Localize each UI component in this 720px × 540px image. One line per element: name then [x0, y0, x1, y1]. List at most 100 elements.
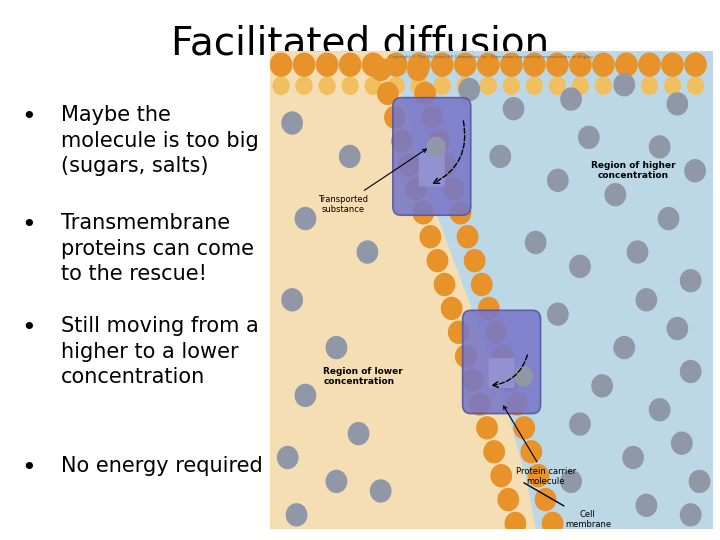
Circle shape	[287, 504, 307, 526]
Circle shape	[422, 106, 442, 128]
Circle shape	[406, 178, 426, 200]
Circle shape	[317, 53, 338, 76]
Circle shape	[454, 53, 476, 76]
Circle shape	[614, 336, 634, 359]
Text: Transported
substance: Transported substance	[318, 149, 426, 214]
Circle shape	[273, 77, 289, 94]
Circle shape	[295, 207, 315, 230]
Circle shape	[271, 53, 292, 76]
Circle shape	[326, 470, 346, 492]
Circle shape	[542, 512, 563, 535]
Circle shape	[340, 53, 361, 76]
Polygon shape	[270, 51, 536, 529]
Circle shape	[449, 321, 469, 343]
Circle shape	[342, 77, 358, 94]
Circle shape	[618, 77, 634, 94]
Circle shape	[357, 241, 377, 263]
Circle shape	[388, 77, 404, 94]
Circle shape	[277, 447, 298, 469]
Circle shape	[415, 83, 435, 104]
Circle shape	[507, 393, 527, 415]
Circle shape	[548, 170, 568, 191]
Circle shape	[680, 504, 701, 526]
Circle shape	[570, 413, 590, 435]
Circle shape	[411, 77, 427, 94]
Circle shape	[295, 384, 315, 407]
Circle shape	[523, 53, 545, 76]
Circle shape	[479, 298, 499, 319]
Circle shape	[500, 369, 521, 391]
Circle shape	[436, 154, 456, 176]
Circle shape	[642, 77, 657, 94]
Circle shape	[464, 249, 485, 272]
Circle shape	[399, 154, 419, 176]
Circle shape	[636, 289, 657, 311]
Circle shape	[498, 489, 518, 510]
Circle shape	[658, 207, 679, 230]
Circle shape	[282, 289, 302, 311]
Circle shape	[561, 88, 581, 110]
Circle shape	[371, 480, 391, 502]
Circle shape	[614, 74, 634, 96]
Circle shape	[546, 53, 568, 76]
Circle shape	[623, 447, 643, 469]
Circle shape	[477, 53, 499, 76]
Text: Region of higher
concentration: Region of higher concentration	[591, 161, 675, 180]
Circle shape	[680, 361, 701, 382]
Text: Transmembrane
proteins can come
to the rescue!: Transmembrane proteins can come to the r…	[61, 213, 254, 285]
Circle shape	[428, 137, 445, 157]
Circle shape	[477, 417, 498, 439]
Text: No energy required: No energy required	[61, 456, 263, 476]
Circle shape	[371, 58, 391, 80]
Circle shape	[688, 77, 703, 94]
Circle shape	[579, 126, 599, 149]
Circle shape	[282, 112, 302, 134]
Text: Still moving from a
higher to a lower
concentration: Still moving from a higher to a lower co…	[61, 316, 259, 387]
Text: •: •	[22, 213, 36, 237]
Circle shape	[662, 53, 683, 76]
Circle shape	[441, 298, 462, 319]
Circle shape	[685, 160, 706, 182]
Circle shape	[384, 106, 405, 128]
Text: Protein carrier
molecule: Protein carrier molecule	[504, 406, 576, 487]
Circle shape	[592, 375, 612, 397]
Circle shape	[459, 78, 480, 100]
Circle shape	[672, 432, 692, 454]
Circle shape	[528, 465, 549, 487]
FancyBboxPatch shape	[489, 359, 515, 388]
Circle shape	[680, 269, 701, 292]
Circle shape	[463, 369, 483, 391]
Circle shape	[521, 441, 541, 463]
Circle shape	[649, 399, 670, 421]
Circle shape	[616, 53, 637, 76]
Circle shape	[378, 83, 398, 104]
Circle shape	[570, 255, 590, 278]
Circle shape	[457, 226, 478, 248]
Circle shape	[427, 249, 448, 272]
Text: •: •	[22, 105, 36, 129]
Circle shape	[434, 77, 450, 94]
Circle shape	[561, 470, 581, 492]
Circle shape	[639, 53, 660, 76]
Circle shape	[319, 77, 335, 94]
FancyBboxPatch shape	[463, 310, 541, 414]
Circle shape	[469, 393, 490, 415]
Circle shape	[595, 77, 611, 94]
Circle shape	[326, 336, 346, 359]
Circle shape	[413, 202, 433, 224]
Circle shape	[535, 489, 556, 510]
Circle shape	[667, 93, 688, 115]
Circle shape	[636, 494, 657, 516]
Circle shape	[444, 178, 464, 200]
Circle shape	[434, 274, 455, 295]
Circle shape	[503, 77, 519, 94]
Circle shape	[484, 441, 504, 463]
FancyBboxPatch shape	[393, 98, 471, 215]
Circle shape	[593, 53, 614, 76]
Circle shape	[685, 53, 706, 76]
Circle shape	[490, 145, 510, 167]
Circle shape	[665, 77, 680, 94]
Circle shape	[689, 470, 710, 492]
Circle shape	[503, 98, 523, 120]
Circle shape	[348, 423, 369, 444]
